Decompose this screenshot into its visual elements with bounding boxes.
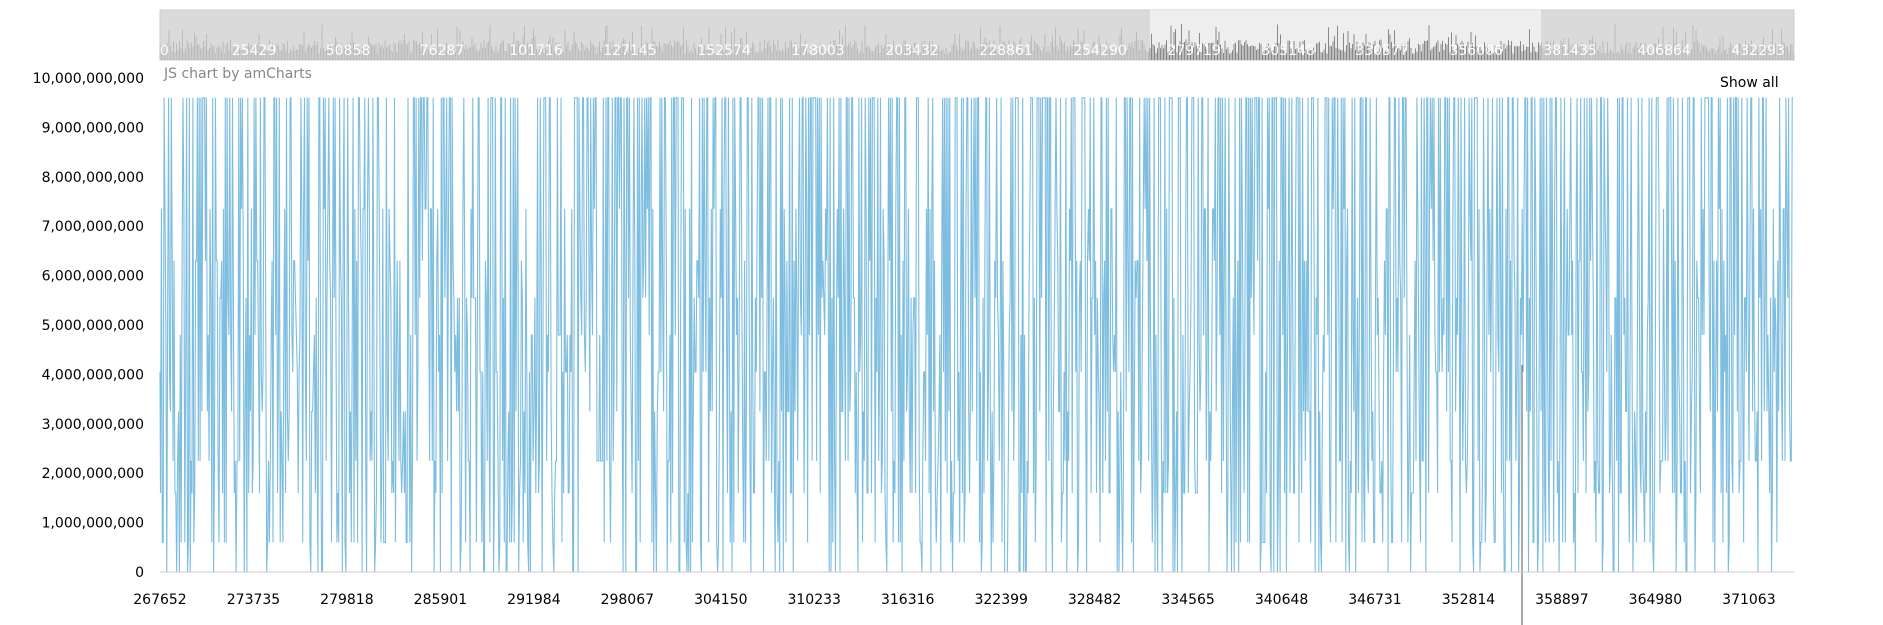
- scrollbar-graph: [159, 24, 1794, 60]
- scrollbar-tick-label: 101716: [509, 43, 563, 59]
- x-axis-tick-labels: 267652 273735 279818 285901 291984 298067 3041…: [133, 592, 1775, 608]
- scrollbar-tick-label: 406864: [1637, 43, 1691, 59]
- show-all-button[interactable]: Show all: [1720, 75, 1779, 91]
- scrollbar-tick-label: 432293: [1731, 43, 1784, 59]
- plot-area: 0 1,000,000,000 2,000,000,000 3,000,000,000…: [33, 71, 1794, 625]
- scrollbar-tick-label: 381435: [1543, 43, 1596, 59]
- scrollbar-tick-labels: 0 25429 50858 76287 101716 127145 152574 178003…: [160, 43, 1785, 59]
- chart-scrollbar[interactable]: 0 25429 50858 76287 101716 127145 152574 178003…: [159, 9, 1795, 61]
- y-axis-tick-label: 0: [135, 565, 144, 581]
- y-axis-tick-label: 3,000,000,000: [42, 417, 144, 433]
- scrollbar-tick-label: 25429: [232, 43, 277, 59]
- scrollbar-graph-selected: [1149, 24, 1541, 60]
- x-axis-tick-label: 334565: [1161, 592, 1214, 608]
- x-axis-tick-label: 340648: [1255, 592, 1308, 608]
- scrollbar-tick-label: 330577: [1355, 43, 1408, 59]
- scrollbar-tick-label: 127145: [603, 43, 656, 59]
- x-axis-tick-label: 304150: [694, 592, 747, 608]
- y-axis-tick-label: 2,000,000,000: [42, 466, 144, 482]
- scrollbar-tick-label: 305148: [1261, 43, 1314, 59]
- scrollbar-tick-label: 0: [160, 43, 169, 59]
- y-axis-tick-label: 10,000,000,000: [33, 71, 144, 87]
- scrollbar-tick-label: 279719: [1167, 43, 1220, 59]
- x-axis-tick-label: 316316: [881, 592, 935, 608]
- scrollbar-tick-label: 228861: [979, 43, 1032, 59]
- x-axis-tick-label: 371063: [1722, 592, 1775, 608]
- y-axis-tick-label: 1,000,000,000: [42, 516, 144, 532]
- scrollbar-tick-label: 76287: [420, 43, 465, 59]
- series-line: [159, 97, 1794, 573]
- x-axis-tick-label: 322399: [974, 592, 1027, 608]
- x-axis-tick-label: 285901: [414, 592, 467, 608]
- x-axis-tick-label: 364980: [1629, 592, 1682, 608]
- x-axis-tick-label: 310233: [787, 592, 840, 608]
- y-axis-tick-labels: 0 1,000,000,000 2,000,000,000 3,000,000,000…: [33, 71, 144, 581]
- scrollbar-tick-label: 356006: [1449, 43, 1503, 59]
- x-axis-tick-label: 352814: [1442, 592, 1496, 608]
- y-axis-tick-label: 4,000,000,000: [42, 367, 144, 383]
- y-axis-tick-label: 5,000,000,000: [42, 318, 144, 334]
- x-axis-tick-label: 273735: [227, 592, 280, 608]
- x-axis-tick-label: 328482: [1068, 592, 1121, 608]
- x-axis-tick-label: 279818: [320, 592, 373, 608]
- x-axis-tick-label: 267652: [133, 592, 186, 608]
- y-axis-tick-label: 7,000,000,000: [42, 219, 144, 235]
- scrollbar-tick-label: 203432: [885, 43, 938, 59]
- y-axis-tick-label: 6,000,000,000: [42, 269, 144, 285]
- x-axis-tick-label: 291984: [507, 592, 561, 608]
- x-axis-tick-label: 358897: [1535, 592, 1588, 608]
- y-axis-tick-label: 9,000,000,000: [42, 120, 144, 136]
- scrollbar-tick-label: 254290: [1073, 43, 1126, 59]
- scrollbar-tick-label: 178003: [791, 43, 844, 59]
- scrollbar-tick-label: 152574: [697, 43, 751, 59]
- amcharts-credit[interactable]: JS chart by amCharts: [163, 66, 312, 82]
- scrollbar-tick-label: 50858: [326, 43, 371, 59]
- y-axis-tick-label: 8,000,000,000: [42, 170, 144, 186]
- x-axis-tick-label: 346731: [1348, 592, 1401, 608]
- x-axis-tick-label: 298067: [601, 592, 654, 608]
